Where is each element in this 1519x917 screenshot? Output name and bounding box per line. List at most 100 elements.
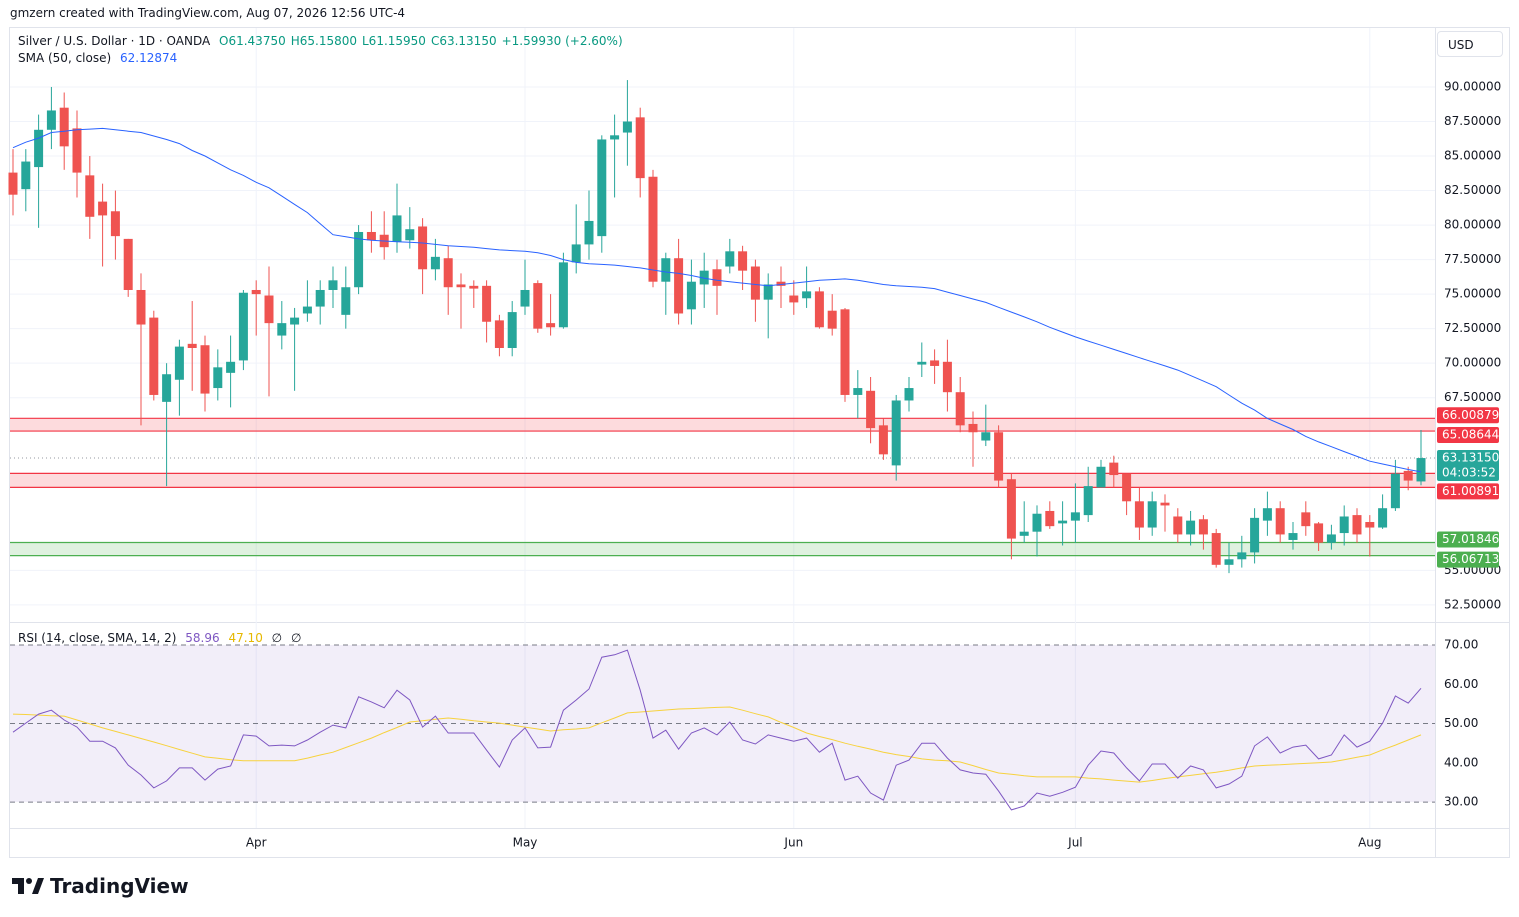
- candle-body: [430, 256, 440, 270]
- candle-body: [1032, 513, 1042, 532]
- candle-body: [661, 258, 671, 282]
- candle-body: [1211, 533, 1221, 565]
- candle-body: [328, 280, 338, 290]
- candle-body: [1416, 458, 1426, 482]
- y-tick-label: 72.50000: [1444, 321, 1501, 335]
- zone: [10, 418, 1435, 432]
- attribution: gmzern created with TradingView.com, Aug…: [10, 6, 406, 20]
- candle-body: [738, 251, 748, 271]
- rsi-sma-value: 47.10: [228, 631, 263, 645]
- rsi-tick-label: 30.00: [1444, 795, 1478, 809]
- candle-body: [1045, 510, 1055, 527]
- candle-body: [1134, 501, 1144, 528]
- candle-body: [1058, 520, 1068, 524]
- candle-body: [648, 176, 658, 282]
- candle-body: [8, 172, 18, 195]
- ohlc-values: O61.43750 H65.15800 L61.15950 C63.13150 +1.5…: [219, 34, 628, 48]
- candle-body: [341, 287, 351, 315]
- candle-body: [187, 343, 197, 348]
- ohlc-value: L61.15950: [362, 34, 426, 48]
- candle-body: [21, 161, 31, 190]
- candle-body: [200, 345, 210, 394]
- zone-price-label: 65.08644: [1442, 428, 1499, 442]
- x-tick-label: Apr: [246, 836, 267, 850]
- candle-body: [917, 361, 927, 365]
- candle-body: [1006, 479, 1016, 539]
- brand-name: TradingView: [50, 874, 189, 898]
- candle-body: [930, 360, 940, 366]
- candle-body: [1314, 523, 1324, 543]
- zone-price-box: [1437, 551, 1499, 568]
- candle-body: [1070, 512, 1080, 521]
- candle-body: [162, 374, 172, 402]
- ohlc-value: C63.13150: [430, 34, 497, 48]
- candle-body: [1186, 520, 1196, 535]
- candle-body: [264, 295, 274, 324]
- candle-body: [1339, 516, 1349, 534]
- candle-body: [533, 283, 543, 329]
- candle-body: [123, 238, 133, 290]
- candle-body: [85, 175, 95, 217]
- candle-body: [981, 432, 991, 441]
- zone-price-box: [1437, 427, 1499, 444]
- candle-body: [110, 211, 120, 237]
- rsi-extra: ∅: [290, 631, 302, 645]
- candle-body: [1403, 470, 1413, 481]
- sma-value: 62.12874: [120, 51, 178, 65]
- candle-body: [814, 291, 824, 328]
- candle-body: [366, 231, 376, 241]
- candle-body: [277, 323, 287, 336]
- candle-body: [776, 281, 786, 286]
- sma-line: [12, 127, 1422, 473]
- y-tick-label: 70.00000: [1444, 356, 1501, 370]
- candle-body: [802, 291, 812, 299]
- candle-body: [610, 135, 620, 140]
- symbol-title: Silver / U.S. Dollar · 1D · OANDA: [18, 34, 211, 48]
- candle-body: [136, 289, 146, 325]
- candle-body: [315, 289, 325, 307]
- candle-body: [72, 128, 82, 173]
- candle-body: [443, 258, 453, 288]
- candle-body: [866, 390, 876, 429]
- candle-body: [1083, 486, 1093, 516]
- zone: [10, 542, 1435, 556]
- candle-body: [1160, 502, 1170, 506]
- candle-body: [725, 251, 735, 267]
- candle-body: [942, 361, 952, 393]
- candle-body: [302, 306, 312, 314]
- candle-body: [1198, 519, 1208, 535]
- candle-body: [405, 229, 415, 241]
- price-legend: Silver / U.S. Dollar · 1D · OANDA O61.43…: [18, 34, 633, 48]
- candle-body: [1096, 466, 1106, 488]
- rsi-title: RSI (14, close, SMA, 14, 2): [18, 631, 177, 645]
- rsi-tick-label: 40.00: [1444, 755, 1478, 769]
- candle-body: [840, 309, 850, 395]
- candle-body: [674, 258, 684, 314]
- x-tick-label: Jun: [783, 836, 803, 850]
- candle-body: [1390, 473, 1400, 509]
- candle-body: [1109, 462, 1119, 476]
- rsi-tick-label: 70.00: [1444, 637, 1478, 651]
- candle-body: [1122, 473, 1132, 502]
- candle-body: [878, 425, 888, 455]
- ohlc-value: +1.59930 (+2.60%): [501, 34, 623, 48]
- candle-body: [507, 312, 517, 348]
- y-tick-label: 87.50000: [1444, 114, 1501, 128]
- zone-price-box: [1437, 531, 1499, 548]
- candle-body: [174, 346, 184, 380]
- candle-body: [1250, 517, 1260, 553]
- candle-body: [1288, 533, 1298, 540]
- candle-body: [98, 201, 108, 216]
- x-tick-label: Jul: [1067, 836, 1082, 850]
- x-tick-label: Aug: [1358, 836, 1381, 850]
- candle-body: [494, 320, 504, 348]
- candle-body: [584, 220, 594, 245]
- zone-price-label: 57.01846: [1442, 532, 1499, 546]
- currency-button[interactable]: USD: [1437, 31, 1503, 57]
- candle-body: [354, 231, 364, 288]
- candle-body: [520, 289, 530, 307]
- sma-legend: SMA (50, close) 62.12874: [18, 51, 182, 65]
- candle-body: [1224, 559, 1234, 565]
